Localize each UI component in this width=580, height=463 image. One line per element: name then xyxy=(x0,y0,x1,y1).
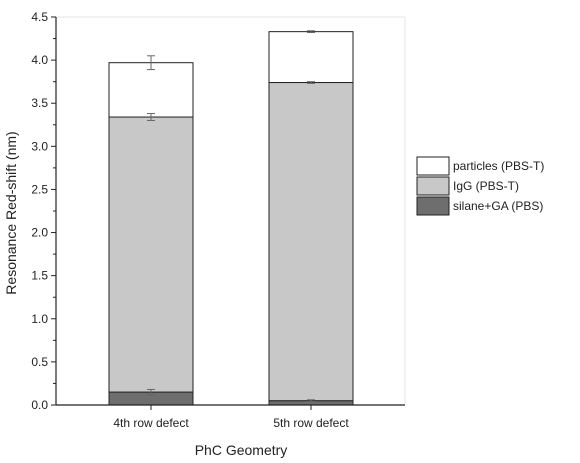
error-bar-silane-ga-pbs-4th-row-defect xyxy=(147,388,155,396)
y-tick-label: 2.0 xyxy=(31,226,48,240)
plot-area xyxy=(108,30,354,406)
error-bar-igg-pbs-t-5th-row-defect xyxy=(307,81,315,84)
y-tick-label: 3.5 xyxy=(31,96,48,110)
x-tick-label: 4th row defect xyxy=(113,416,189,430)
legend-item-igg-pbs-t: IgG (PBS-T) xyxy=(416,176,519,196)
y-tick-label: 0.5 xyxy=(31,355,48,369)
bar-particles-pbs-t-4th-row-defect xyxy=(108,62,194,118)
y-tick-label: 1.5 xyxy=(31,269,48,283)
legend-label: silane+GA (PBS) xyxy=(453,199,543,213)
y-tick-label: 2.5 xyxy=(31,182,48,196)
y-axis-title: Resonance Red-shift (nm) xyxy=(3,131,19,294)
error-bar-particles-pbs-t-4th-row-defect xyxy=(147,55,155,71)
legend-swatch xyxy=(416,156,450,176)
legend-swatch xyxy=(416,176,450,196)
legend-swatch xyxy=(416,196,450,216)
y-tick-label: 0.0 xyxy=(31,398,48,412)
legend-item-particles-pbs-t: particles (PBS-T) xyxy=(416,156,544,176)
bar-igg-pbs-t-4th-row-defect xyxy=(108,116,194,393)
error-bar-igg-pbs-t-4th-row-defect xyxy=(147,113,155,121)
error-bar-silane-ga-pbs-5th-row-defect xyxy=(307,399,315,403)
y-tick-label: 3.0 xyxy=(31,139,48,153)
bar-particles-pbs-t-5th-row-defect xyxy=(268,31,354,84)
y-tick-label: 1.0 xyxy=(31,312,48,326)
legend: particles (PBS-T) IgG (PBS-T) silane+GA (P… xyxy=(416,156,544,216)
y-tick-label: 4.5 xyxy=(31,10,48,24)
legend-label: particles (PBS-T) xyxy=(453,159,544,173)
axes: 0.0 0.5 1.0 1.5 2.0 2.5 3.0 3.5 4.0 4.5 4th row de… xyxy=(31,10,406,430)
bar-igg-pbs-t-5th-row-defect xyxy=(268,82,354,402)
x-tick-label: 5th row defect xyxy=(273,416,349,430)
legend-item-silane-ga-pbs: silane+GA (PBS) xyxy=(416,196,543,216)
error-bar-particles-pbs-t-5th-row-defect xyxy=(307,30,315,34)
legend-label: IgG (PBS-T) xyxy=(453,179,519,193)
y-tick-label: 4.0 xyxy=(31,53,48,67)
x-axis-title: PhC Geometry xyxy=(195,442,288,458)
